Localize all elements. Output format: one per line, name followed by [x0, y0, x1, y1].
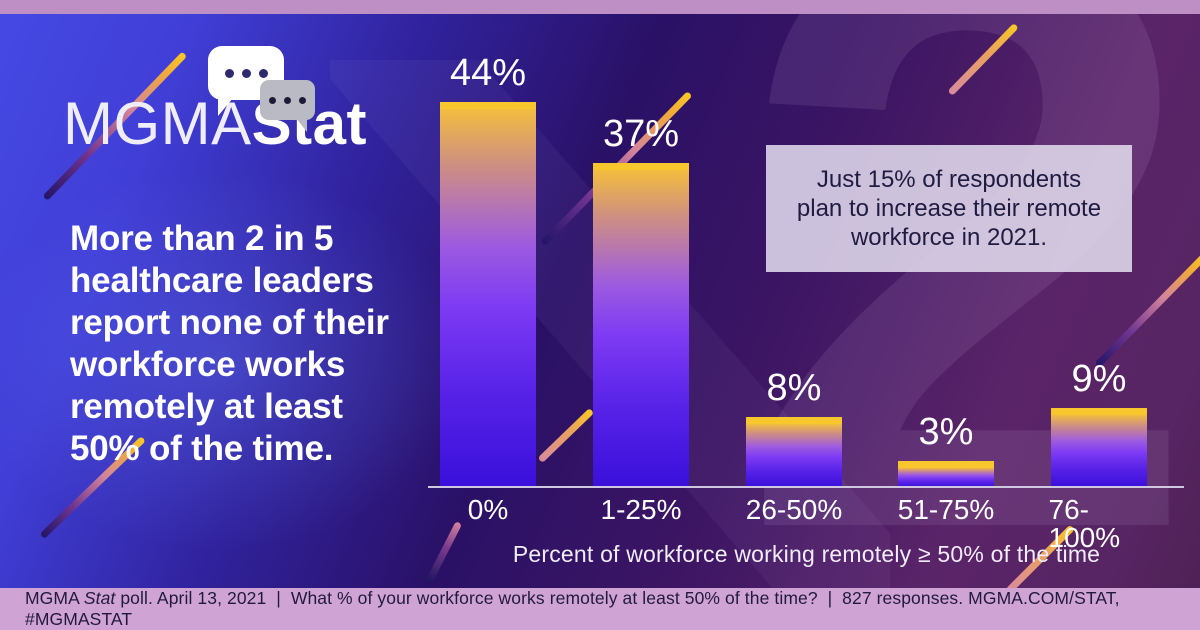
watermark-two: 2 — [735, 0, 1200, 630]
callout-line: plan to increase their remote — [796, 195, 1102, 222]
category-label: 51-75% — [897, 494, 995, 525]
headline-line: More than 2 in 5 — [70, 219, 334, 258]
category-label: 0% — [467, 494, 509, 525]
footer-text: MGMA Stat poll. April 13, 2021 | What % … — [0, 588, 1200, 630]
background-glow — [0, 170, 470, 550]
bubble-dot — [299, 96, 306, 104]
x-axis-caption: Percent of workforce working remotely ≥ … — [512, 541, 1101, 567]
mgma-stat-logo: MGMAStat — [63, 40, 393, 160]
category-label: 76-100% — [1048, 494, 1121, 553]
bar-value-label: 37% — [602, 113, 680, 155]
bubble-dot — [241, 68, 251, 78]
x-axis-line — [428, 486, 1184, 488]
headline: More than 2 in 5 healthcare leaders repo… — [70, 218, 420, 470]
category-label: 26-50% — [745, 494, 843, 525]
bubble-dot — [224, 68, 234, 78]
logo-text: MGMAStat — [63, 92, 367, 156]
category-label: 1-25% — [600, 494, 682, 525]
bubble-dot — [284, 96, 291, 104]
bar-26-50% — [746, 417, 842, 487]
headline-line: workforce works — [70, 345, 346, 384]
headline-line: remotely at least — [70, 387, 343, 426]
bar-51-75% — [898, 461, 994, 487]
footer-bar: MGMA Stat poll. April 13, 2021 | What % … — [0, 588, 1200, 630]
footer-suffix: poll. April 13, 2021 | What % of your wo… — [25, 588, 1125, 629]
footer-prefix: MGMA — [25, 588, 84, 608]
headline-line: report none of their — [70, 303, 389, 342]
callout-line: Just 15% of respondents — [816, 166, 1082, 193]
bar-1-25% — [593, 163, 689, 487]
callout-line: workforce in 2021. — [850, 224, 1048, 251]
footer-stat-italic: Stat — [83, 588, 116, 608]
bubble-dot — [258, 68, 268, 78]
headline-line: healthcare leaders — [70, 261, 374, 300]
top-accent-strip — [0, 0, 1200, 14]
chat-bubble-icon-small — [260, 80, 315, 132]
bar-76-100% — [1051, 408, 1147, 487]
bar-value-label: 44% — [449, 52, 527, 94]
bar-value-label: 8% — [766, 367, 822, 409]
callout-box: Just 15% of respondents plan to increase… — [766, 145, 1132, 272]
bubble-dot — [269, 96, 276, 104]
headline-line: 50% of the time. — [70, 429, 334, 468]
bar-value-label: 3% — [918, 411, 974, 453]
bar-0% — [440, 102, 536, 487]
bar-value-label: 9% — [1071, 358, 1127, 400]
